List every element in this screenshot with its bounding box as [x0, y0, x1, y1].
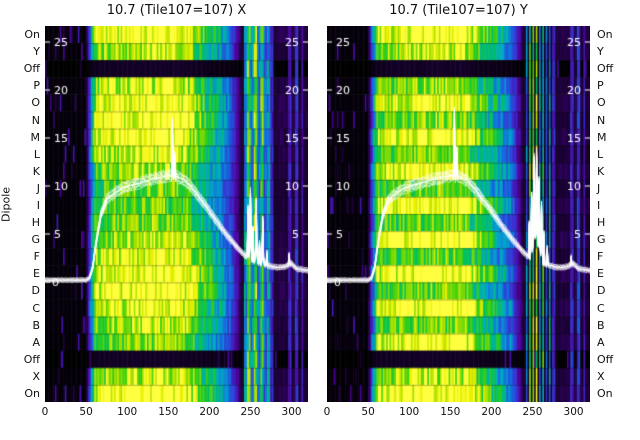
row-label-right: On	[597, 28, 613, 42]
row-label-right: Y	[597, 45, 604, 59]
row-label-left: E	[33, 267, 40, 281]
x-tick-label: 300	[281, 406, 302, 418]
x-tick-label: 0	[41, 406, 49, 418]
row-label-right: On	[597, 386, 613, 400]
row-label-right: C	[597, 301, 605, 315]
row-label-left: Off	[23, 62, 40, 76]
row-label-left: G	[31, 233, 40, 247]
row-label-right: X	[597, 369, 605, 383]
row-label-right: Off	[597, 62, 614, 76]
x-tick-label: 250	[522, 406, 543, 418]
x-tick-label: 50	[79, 406, 93, 418]
row-label-right: E	[597, 267, 604, 281]
row-label-left: M	[30, 130, 41, 144]
row-label-right: I	[597, 198, 601, 212]
row-label-left: X	[32, 369, 40, 383]
x-tick-label: 150	[440, 406, 461, 418]
row-label-left: Y	[33, 45, 40, 59]
row-label-left: On	[24, 28, 40, 42]
x-tick-label: 150	[158, 406, 179, 418]
row-label-right: L	[597, 147, 604, 161]
row-label-right: P	[597, 79, 604, 93]
row-label-left: O	[31, 96, 40, 110]
row-label-right: G	[597, 233, 606, 247]
y-axis-label-dipole: Dipole	[0, 186, 13, 223]
plot-title-x: 10.7 (Tile107=107) X	[106, 3, 247, 18]
x-tick-label: 250	[240, 406, 261, 418]
row-label-right: M	[597, 130, 607, 144]
row-label-left: J	[36, 181, 40, 195]
row-label-right: O	[597, 96, 606, 110]
x-tick-label: 100	[117, 406, 138, 418]
plot-title-y: 10.7 (Tile107=107) Y	[389, 3, 528, 18]
row-label-right: H	[597, 216, 606, 230]
row-label-left: H	[31, 216, 40, 230]
row-label-left: A	[32, 335, 40, 349]
row-label-left: B	[32, 318, 40, 332]
row-label-right: F	[597, 250, 604, 264]
row-label-right: K	[597, 164, 605, 178]
row-label-right: D	[597, 284, 606, 298]
row-label-left: N	[31, 113, 40, 127]
row-label-left: On	[24, 386, 40, 400]
row-label-right: J	[597, 181, 601, 195]
row-label-left: Off	[23, 352, 40, 366]
x-tick-label: 50	[361, 406, 375, 418]
row-label-left: D	[31, 284, 40, 298]
row-label-left: K	[32, 164, 40, 178]
heatmap-plot-x	[45, 26, 308, 402]
x-tick-label: 100	[399, 406, 420, 418]
row-label-right: A	[597, 335, 605, 349]
heatmap-plot-y	[327, 26, 590, 402]
row-label-left: L	[33, 147, 40, 161]
x-tick-label: 200	[481, 406, 502, 418]
row-label-right: Off	[597, 352, 614, 366]
x-tick-label: 0	[323, 406, 331, 418]
x-tick-label: 200	[199, 406, 220, 418]
row-label-right: N	[597, 113, 606, 127]
x-tick-label: 300	[563, 406, 584, 418]
row-label-right: B	[597, 318, 605, 332]
row-label-left: I	[36, 198, 40, 212]
row-label-left: P	[33, 79, 40, 93]
row-label-left: C	[32, 301, 40, 315]
row-label-left: F	[33, 250, 40, 264]
